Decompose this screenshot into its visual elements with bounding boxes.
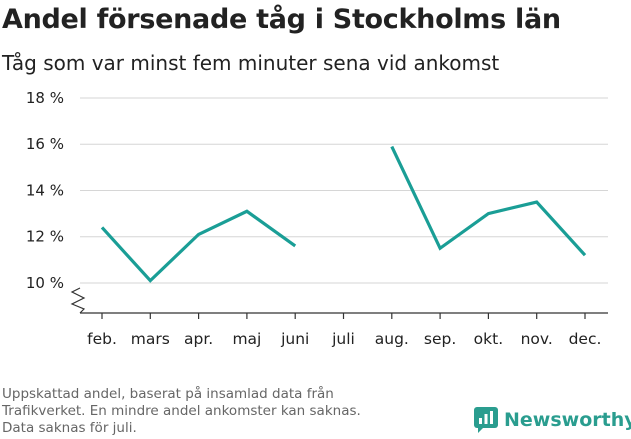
y-tick-label: 18 % bbox=[26, 89, 64, 107]
line-chart: 10 % 12 % 14 % 16 % 18 % feb. mars apr. maj juni… bbox=[26, 89, 608, 348]
x-tick-label: feb. bbox=[87, 330, 117, 348]
x-axis-ticks: feb. mars apr. maj juni juli aug. sep. okt. nov. d… bbox=[87, 313, 601, 348]
series-line-segment bbox=[390, 145, 587, 257]
chart-title: Andel försenade tåg i Stockholms län bbox=[2, 4, 561, 35]
series-lines bbox=[100, 145, 587, 283]
brand-name: Newsworthy bbox=[504, 409, 631, 431]
y-tick-label: 16 % bbox=[26, 135, 64, 153]
chart-subtitle: Tåg som var minst fem minuter sena vid a… bbox=[2, 51, 500, 75]
x-tick-label: dec. bbox=[569, 330, 602, 348]
x-tick-label: juni bbox=[280, 330, 309, 348]
x-tick-label: apr. bbox=[184, 330, 213, 348]
x-tick-label: nov. bbox=[521, 330, 553, 348]
footnote-line: Uppskattad andel, baserat på insamlad da… bbox=[2, 386, 334, 402]
y-axis-ticks: 10 % 12 % 14 % 16 % 18 % bbox=[26, 89, 64, 292]
footnote: Uppskattad andel, baserat på insamlad da… bbox=[2, 386, 442, 437]
footnote-line: Trafikverket. En mindre andel ankomster … bbox=[2, 403, 361, 419]
x-tick-label: sep. bbox=[424, 330, 456, 348]
x-axis bbox=[70, 287, 608, 314]
axis-break-icon bbox=[70, 287, 86, 314]
x-tick-label: mars bbox=[131, 330, 170, 348]
x-tick-label: juli bbox=[331, 330, 355, 348]
x-tick-label: maj bbox=[232, 330, 261, 348]
footnote-line: Data saknas för juli. bbox=[2, 420, 137, 436]
series-line-segment bbox=[100, 209, 297, 283]
x-tick-label: aug. bbox=[375, 330, 409, 348]
x-tick-label: okt. bbox=[474, 330, 503, 348]
y-tick-label: 12 % bbox=[26, 228, 64, 246]
y-tick-label: 10 % bbox=[26, 274, 64, 292]
y-tick-label: 14 % bbox=[26, 181, 64, 199]
brand-logo: Newsworthy bbox=[474, 407, 631, 433]
grid-lines bbox=[80, 97, 608, 284]
newsworthy-logo-icon bbox=[474, 407, 498, 433]
